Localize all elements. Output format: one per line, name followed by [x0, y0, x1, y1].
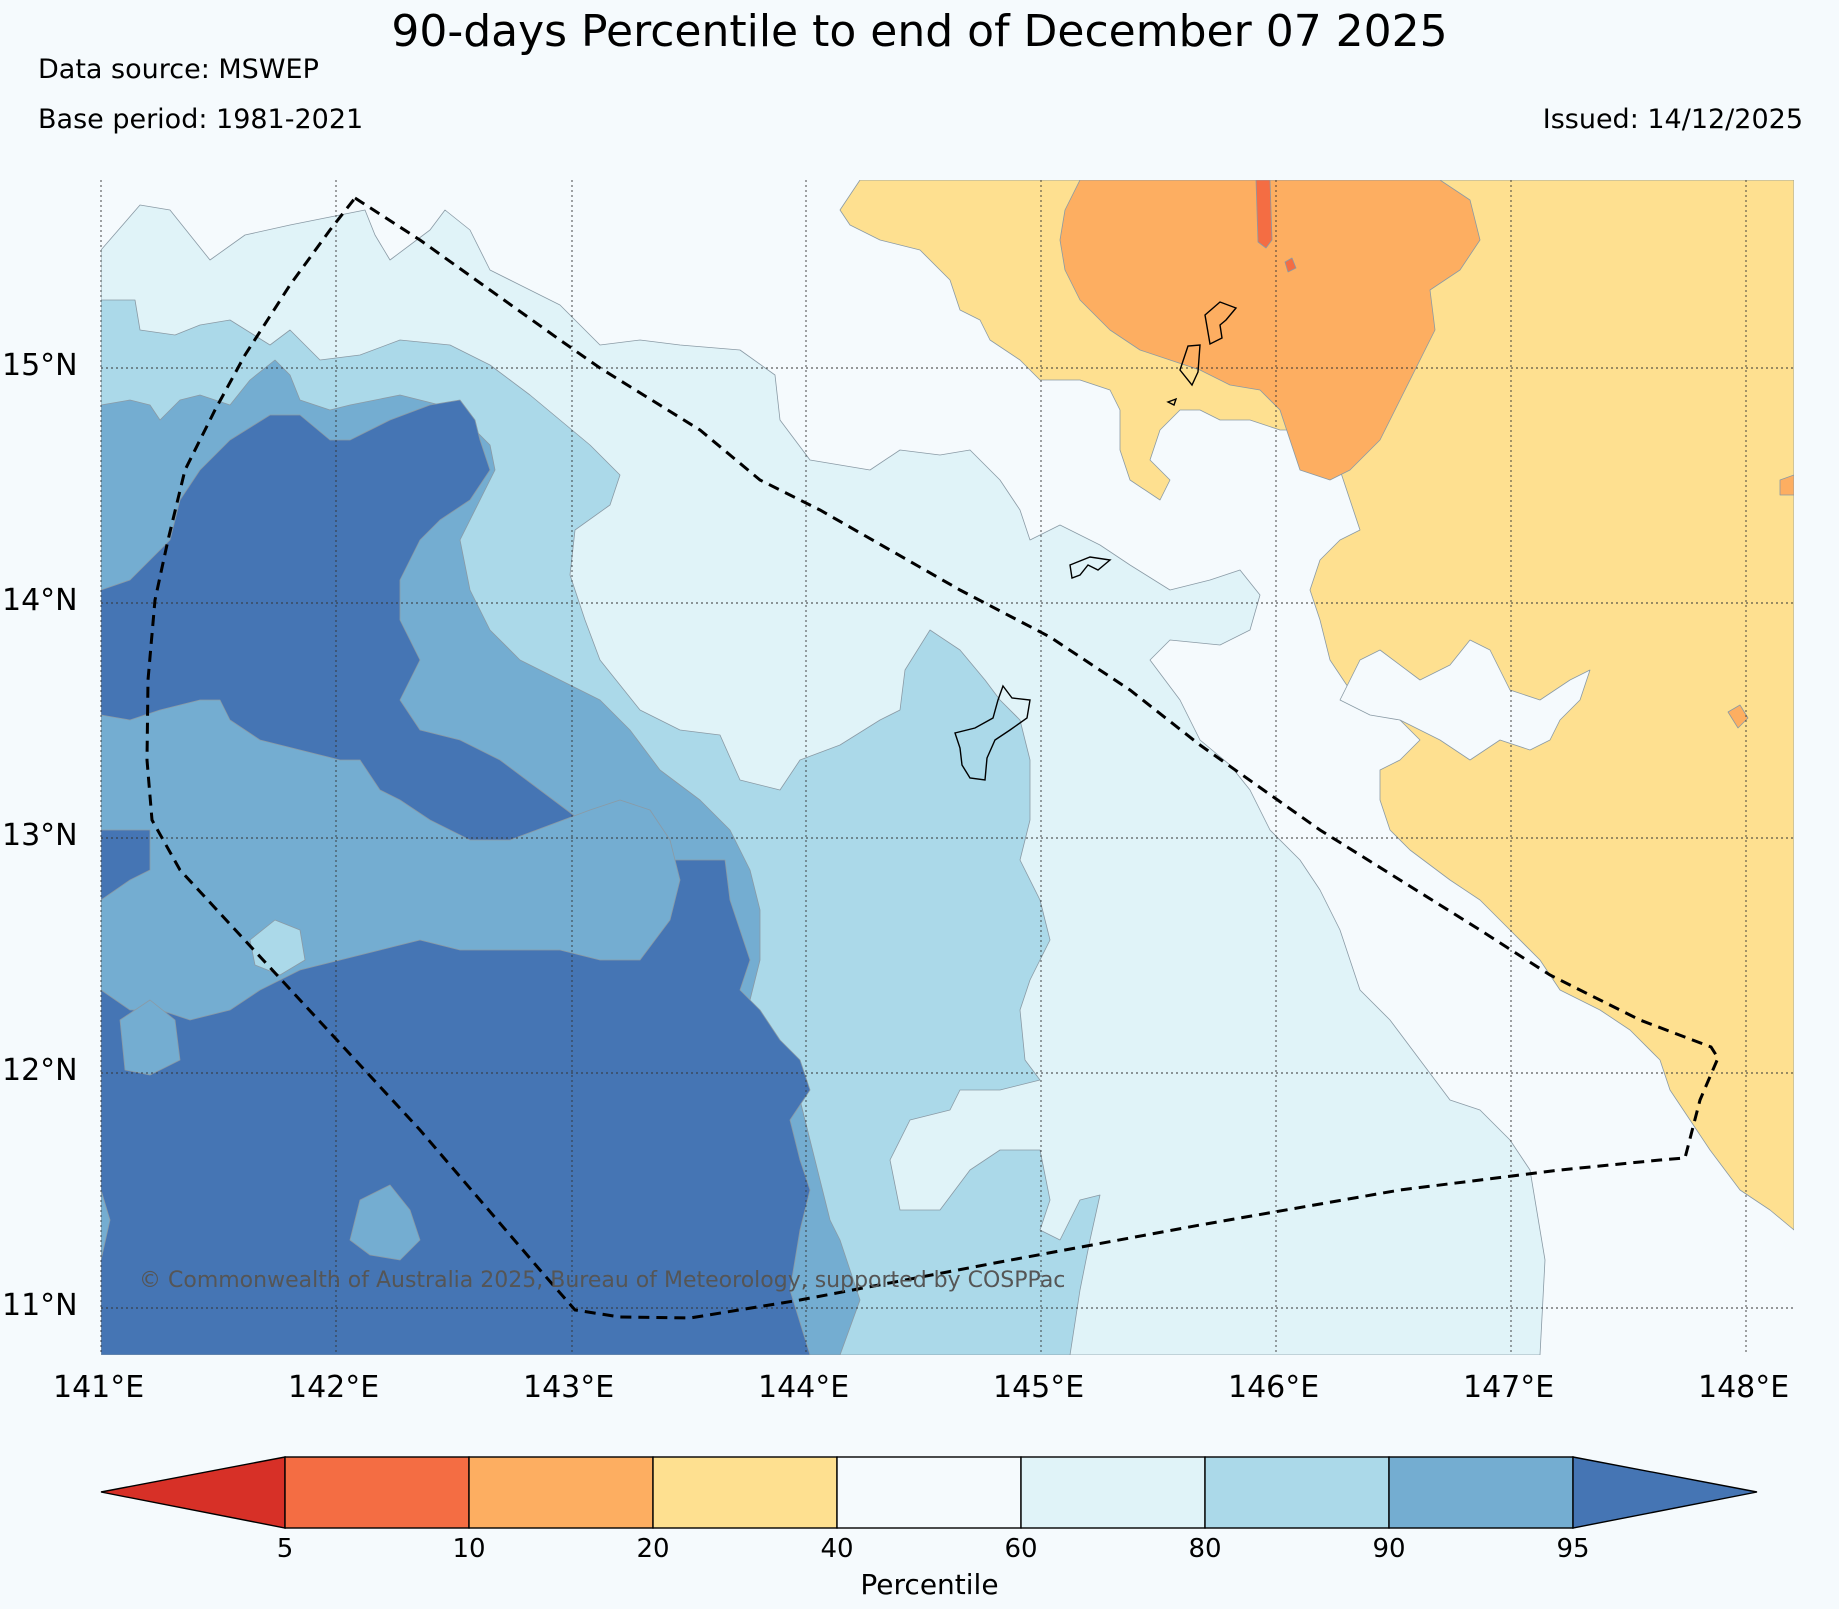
colorbar-swatch-40-60 [836, 1456, 1022, 1529]
colorbar-swatch-5-10 [284, 1456, 470, 1529]
lat-label-12n: 12°N [2, 1053, 78, 1088]
base-period-label: Base period: 1981-2021 [38, 104, 364, 135]
colorbar-swatch-60-80 [1020, 1456, 1206, 1529]
lat-label-15n: 15°N [2, 348, 78, 383]
colorbar-tick-10: 10 [452, 1534, 486, 1564]
island-aguijan [1166, 397, 1178, 406]
colorbar-tick-90: 90 [1372, 1534, 1406, 1564]
colorbar-title: Percentile [860, 1568, 999, 1601]
lon-label-145e: 145°E [993, 1370, 1085, 1405]
data-source-label: Data source: MSWEP [38, 54, 319, 85]
eez-boundary [145, 195, 1720, 1320]
region-5-10 [1255, 180, 1273, 249]
lon-label-143e: 143°E [523, 1370, 615, 1405]
copyright-notice: © Commonwealth of Australia 2025, Bureau… [139, 1268, 1066, 1293]
graticule [100, 180, 1794, 1355]
region-90-95-patch [101, 699, 681, 1021]
colorbar-tick-60: 60 [1004, 1534, 1038, 1564]
lat-label-14n: 14°N [2, 583, 78, 618]
colorbar-extend-high [1572, 1456, 1758, 1529]
lat-label-11n: 11°N [2, 1288, 78, 1323]
lat-label-13n: 13°N [2, 818, 78, 853]
colorbar-swatch-90-95 [1388, 1456, 1574, 1529]
island-tinian [1179, 344, 1201, 387]
issued-date-label: Issued: 14/12/2025 [1542, 104, 1803, 135]
lon-label-142e: 142°E [288, 1370, 380, 1405]
colorbar-swatch-10-20 [468, 1456, 654, 1529]
region-90-95-patch [349, 1184, 421, 1261]
colorbar-tick-40: 40 [820, 1534, 854, 1564]
colorbar-swatch-80-90 [1204, 1456, 1390, 1529]
region-90-95-patch [119, 999, 181, 1076]
map-title: 90-days Percentile to end of December 07… [391, 6, 1448, 57]
island-outlines [954, 301, 1238, 781]
lon-label-147e: 147°E [1463, 1370, 1555, 1405]
colorbar-swatch-20-40 [652, 1456, 838, 1529]
lon-label-146e: 146°E [1228, 1370, 1320, 1405]
region-40-60-patch [1339, 639, 1591, 761]
region-5-10-patch [1284, 257, 1297, 273]
lon-label-148e: 148°E [1698, 1370, 1790, 1405]
island-guam [954, 684, 1031, 781]
region-10-20 [1059, 180, 1481, 481]
region-10-20-patch [1727, 704, 1749, 729]
region-20-40 [839, 180, 1794, 1231]
lon-label-141e: 141°E [53, 1370, 145, 1405]
region-10-20-patch [1779, 474, 1794, 496]
colorbar-tick-5: 5 [276, 1534, 294, 1564]
lon-label-144e: 144°E [758, 1370, 850, 1405]
colorbar-extend-low [100, 1456, 286, 1529]
colorbar-tick-20: 20 [636, 1534, 670, 1564]
colorbar-tick-95: 95 [1556, 1534, 1590, 1564]
colorbar-tick-80: 80 [1188, 1534, 1222, 1564]
island-rota [1069, 556, 1112, 579]
island-saipan [1204, 301, 1238, 346]
colorbar [100, 1456, 1758, 1529]
